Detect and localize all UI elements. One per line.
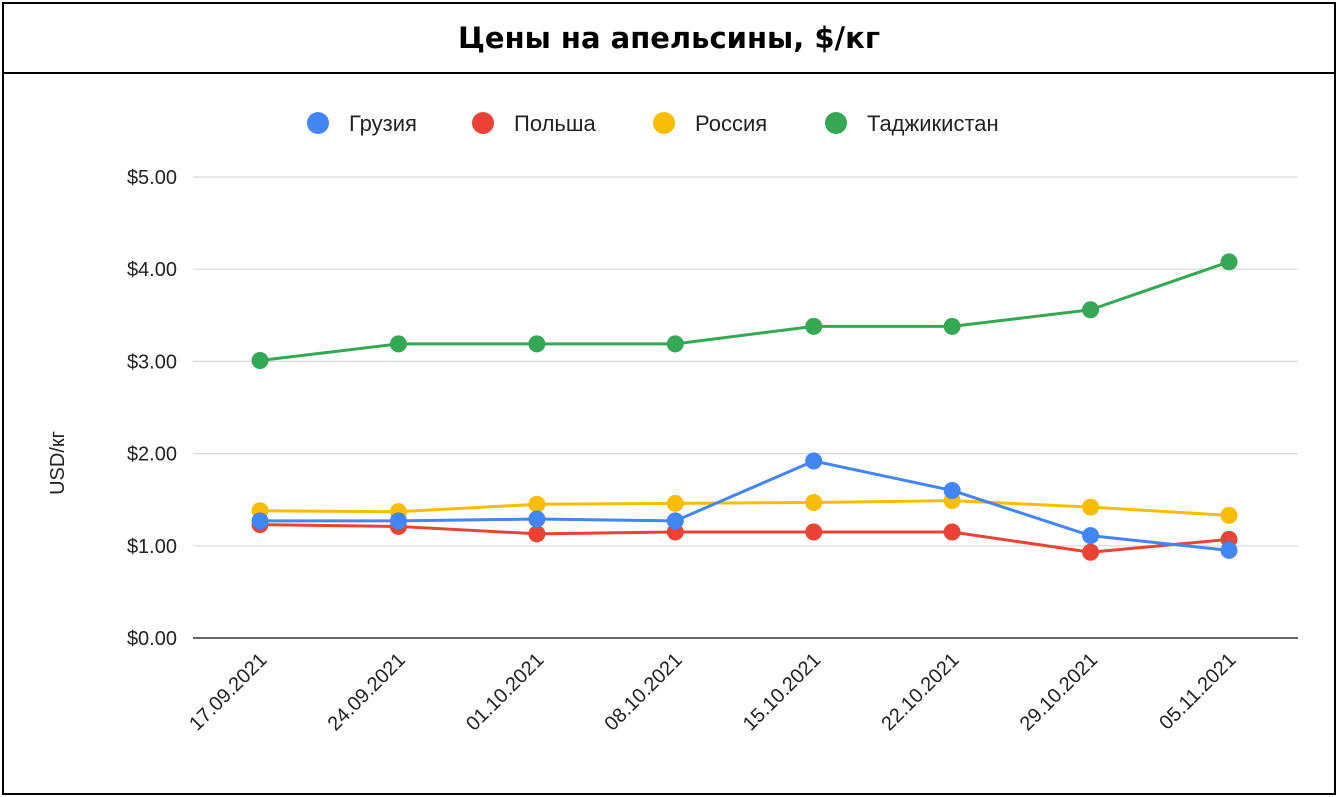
- legend-label: Россия: [695, 111, 767, 136]
- data-point-Таджикистан: [943, 317, 961, 335]
- data-point-Польша: [528, 525, 546, 543]
- legend-marker: [307, 112, 329, 134]
- data-point-Таджикистан: [389, 335, 407, 353]
- legend-label: Грузия: [349, 111, 417, 136]
- legend-label: Таджикистан: [867, 111, 999, 136]
- y-tick-label: $5.00: [127, 167, 177, 189]
- legend-marker: [825, 112, 847, 134]
- data-point-Грузия: [805, 452, 823, 470]
- series-line-Таджикистан: [259, 260, 1230, 362]
- data-point-Грузия: [666, 512, 684, 530]
- data-point-Россия: [805, 493, 823, 511]
- data-point-Таджикистан: [1220, 253, 1238, 271]
- data-point-Таджикистан: [528, 335, 546, 353]
- y-tick-label: $1.00: [127, 536, 177, 558]
- data-point-Грузия: [251, 512, 269, 530]
- x-tick-label: 17.09.2021: [185, 649, 271, 735]
- x-tick-label: 22.10.2021: [877, 649, 963, 735]
- data-point-Россия: [1220, 506, 1238, 524]
- data-point-Грузия: [389, 512, 407, 530]
- series-line-Грузия: [260, 459, 1230, 552]
- series-line-Россия: [259, 499, 1230, 517]
- legend-label: Польша: [514, 111, 597, 136]
- x-tick-label: 29.10.2021: [1016, 649, 1102, 735]
- data-point-Россия: [666, 494, 684, 512]
- x-tick-label: 01.10.2021: [462, 649, 548, 735]
- y-tick-label: $3.00: [127, 351, 177, 373]
- data-point-Таджикистан: [1082, 301, 1100, 319]
- data-point-Грузия: [528, 510, 546, 528]
- data-point-Таджикистан: [805, 317, 823, 335]
- data-point-Польша: [1082, 543, 1100, 561]
- data-point-Польша: [943, 523, 961, 541]
- x-tick-label: 08.10.2021: [600, 649, 686, 735]
- y-axis-title: USD/кг: [47, 431, 69, 495]
- data-point-Россия: [1082, 498, 1100, 516]
- data-point-Россия: [528, 495, 546, 513]
- chart-title: Цены на апельсины, $/кг: [458, 21, 880, 55]
- x-tick-label: 24.09.2021: [324, 649, 410, 735]
- legend-marker: [472, 112, 494, 134]
- data-point-Таджикистан: [251, 351, 269, 369]
- legend-marker: [653, 112, 675, 134]
- series-line-Польша: [259, 523, 1230, 554]
- data-point-Таджикистан: [666, 335, 684, 353]
- data-point-Грузия: [1220, 541, 1238, 559]
- y-tick-label: $0.00: [127, 628, 177, 650]
- data-point-Грузия: [1082, 527, 1100, 545]
- data-point-Польша: [805, 523, 823, 541]
- data-point-Грузия: [943, 481, 961, 499]
- title-bar: Цены на апельсины, $/кг: [4, 4, 1334, 74]
- x-tick-label: 05.11.2021: [1155, 649, 1240, 734]
- x-tick-label: 15.10.2021: [739, 649, 825, 735]
- y-tick-label: $4.00: [127, 259, 177, 281]
- y-tick-label: $2.00: [127, 444, 177, 466]
